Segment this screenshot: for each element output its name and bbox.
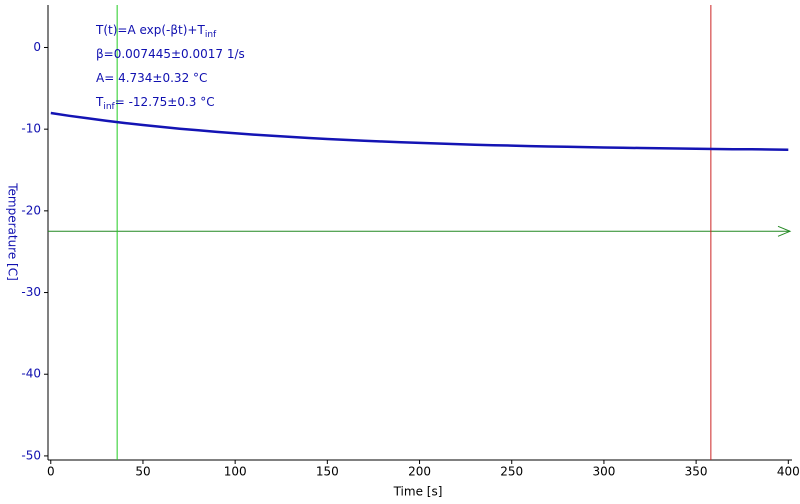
- annotation-text: T: [95, 95, 104, 109]
- annotation-text: A= 4.734±0.32 °C: [96, 71, 207, 85]
- cursor-arrow: [777, 225, 792, 237]
- annotation: A= 4.734±0.32 °C: [96, 71, 207, 85]
- x-tick-label: 400: [777, 465, 800, 479]
- y-axis-label: Temperature [C]: [6, 182, 20, 281]
- x-tick-label: 250: [500, 465, 523, 479]
- x-axis-label: Time [s]: [393, 485, 443, 499]
- y-tick-label: -30: [21, 285, 41, 299]
- annotation: Tinf= -12.75±0.3 °C: [95, 95, 215, 112]
- x-tick-label: 150: [316, 465, 339, 479]
- annotation-text: β=0.007445±0.0017 1/s: [96, 47, 245, 61]
- x-tick-label: 100: [224, 465, 247, 479]
- x-tick-label: 200: [408, 465, 431, 479]
- x-tick-label: 300: [592, 465, 615, 479]
- annotation: T(t)=A exp(-βt)+Tinf: [95, 23, 217, 40]
- data-line: [50, 111, 789, 151]
- x-tick-label: 350: [685, 465, 708, 479]
- annotation-text: T(t)=A exp(-βt)+T: [95, 23, 205, 37]
- y-tick-label: -50: [21, 448, 41, 462]
- y-tick-label: -20: [21, 203, 41, 217]
- x-tick-label: 50: [135, 465, 150, 479]
- annotation-text: = -12.75±0.3 °C: [115, 95, 215, 109]
- annotation-subscript: inf: [103, 102, 115, 112]
- x-tick-label: 0: [47, 465, 55, 479]
- annotation: β=0.007445±0.0017 1/s: [96, 47, 245, 61]
- annotation-subscript: inf: [205, 30, 217, 40]
- y-tick-label: 0: [33, 40, 41, 54]
- y-tick-label: -10: [21, 122, 41, 136]
- y-tick-label: -40: [21, 367, 41, 381]
